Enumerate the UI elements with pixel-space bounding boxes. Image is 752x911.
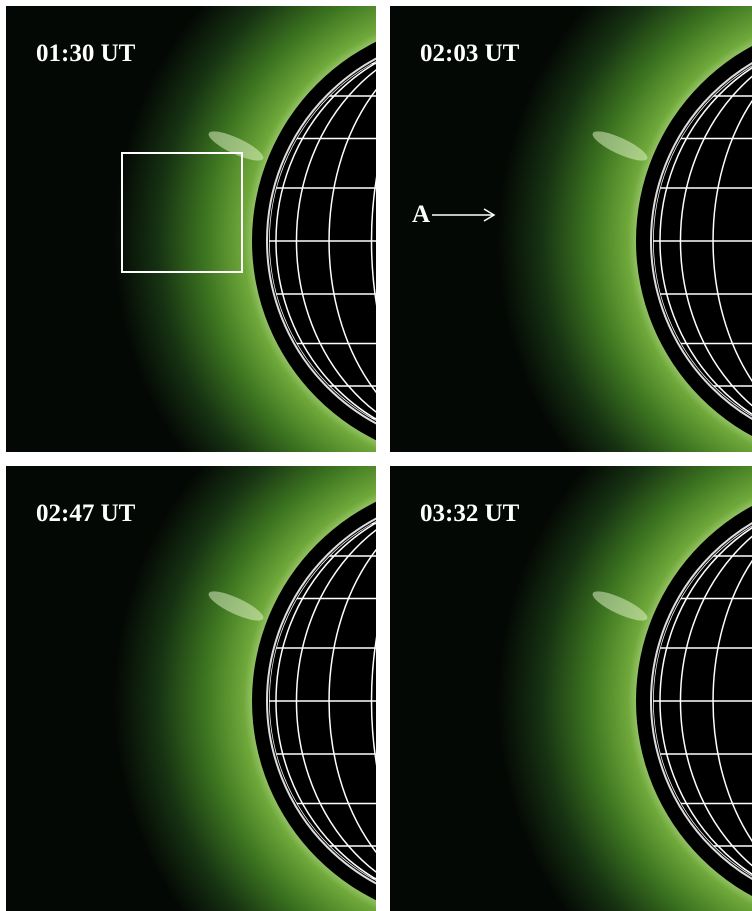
streamer bbox=[208, 131, 264, 161]
limb bbox=[266, 57, 376, 425]
timestamp: 01:30 UT bbox=[36, 40, 136, 67]
region-box bbox=[121, 152, 243, 273]
arrow-label: A bbox=[412, 201, 430, 228]
streamer bbox=[592, 591, 648, 621]
limb bbox=[266, 517, 376, 885]
timestamp: 02:03 UT bbox=[420, 40, 520, 67]
limb bbox=[650, 522, 752, 880]
timestamp: 03:32 UT bbox=[420, 500, 520, 527]
panel: 02:47 UT bbox=[6, 466, 376, 911]
panel: 03:32 UT bbox=[390, 466, 752, 911]
streamer bbox=[208, 591, 264, 621]
arrow-head bbox=[483, 208, 496, 222]
timestamp: 02:47 UT bbox=[36, 500, 136, 527]
panel: 01:30 UT bbox=[6, 6, 376, 452]
limb bbox=[650, 62, 752, 420]
streamer bbox=[592, 131, 648, 161]
panel: 02:03 UT A bbox=[390, 6, 752, 452]
